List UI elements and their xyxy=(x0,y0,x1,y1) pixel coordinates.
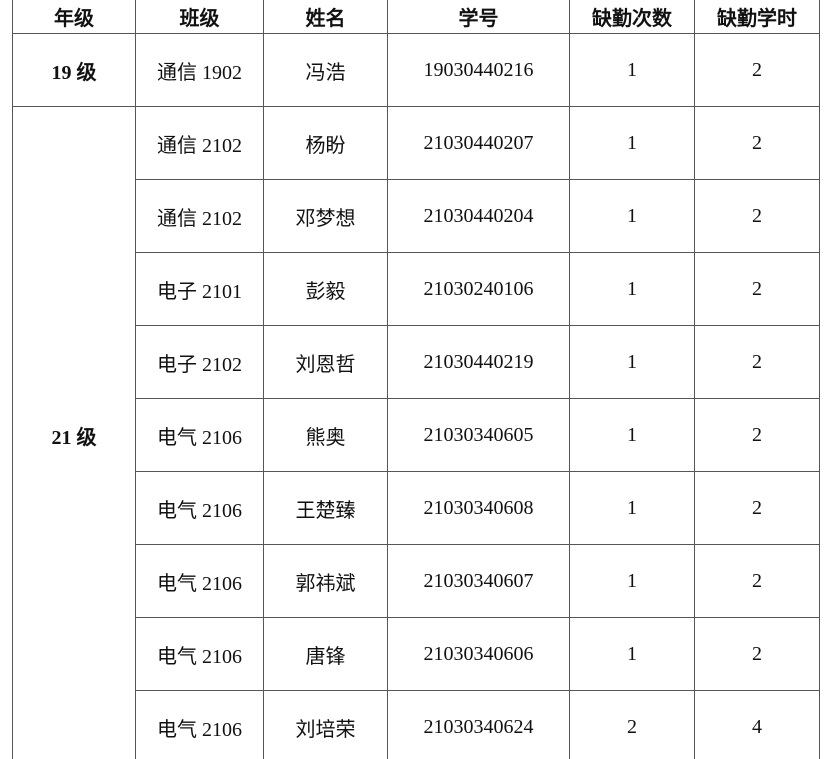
student-id-cell: 21030340624 xyxy=(387,690,570,759)
absence-table: 年级 班级 姓名 学号 缺勤次数 缺勤学时 19 级通信 1902 冯浩 19030… xyxy=(12,0,820,759)
table-row: 电气 2106 唐锋 21030340606 1 2 xyxy=(13,617,820,691)
header-absence-count: 缺勤次数 xyxy=(569,0,695,34)
student-id-cell: 21030340606 xyxy=(387,617,570,691)
absence-hours-cell: 2 xyxy=(694,106,820,180)
absence-count-cell: 1 xyxy=(569,252,695,326)
student-id-cell: 21030440204 xyxy=(387,179,570,253)
student-id-cell: 21030340608 xyxy=(387,471,570,545)
class-cell: 通信 2102 xyxy=(135,179,264,253)
absence-count-cell: 1 xyxy=(569,106,695,180)
class-cell: 电气 2106 xyxy=(135,617,264,691)
absence-count-cell: 1 xyxy=(569,325,695,399)
student-id-cell: 21030440207 xyxy=(387,106,570,180)
student-id-cell: 21030340605 xyxy=(387,398,570,472)
absence-hours-cell: 2 xyxy=(694,33,820,107)
name-cell: 刘恩哲 xyxy=(263,325,388,399)
absence-hours-cell: 4 xyxy=(694,690,820,759)
student-id-cell: 19030440216 xyxy=(387,33,570,107)
student-id-cell: 21030440219 xyxy=(387,325,570,399)
table-row: 电气 2106 王楚臻 21030340608 1 2 xyxy=(13,471,820,545)
absence-hours-cell: 2 xyxy=(694,471,820,545)
absence-hours-cell: 2 xyxy=(694,544,820,618)
absence-hours-cell: 2 xyxy=(694,398,820,472)
name-cell: 杨盼 xyxy=(263,106,388,180)
class-cell: 电气 2106 xyxy=(135,471,264,545)
class-cell: 通信 1902 xyxy=(135,33,264,107)
class-cell: 电气 2106 xyxy=(135,544,264,618)
absence-count-cell: 2 xyxy=(569,690,695,759)
student-id-cell: 21030240106 xyxy=(387,252,570,326)
class-cell: 电气 2106 xyxy=(135,398,264,472)
name-cell: 唐锋 xyxy=(263,617,388,691)
absence-count-cell: 1 xyxy=(569,33,695,107)
name-cell: 邓梦想 xyxy=(263,179,388,253)
header-name: 姓名 xyxy=(263,0,388,34)
table-row: 通信 2102 邓梦想 21030440204 1 2 xyxy=(13,179,820,253)
absence-count-cell: 1 xyxy=(569,617,695,691)
table-row: 19 级通信 1902 冯浩 19030440216 1 2 xyxy=(12,33,820,107)
class-cell: 电气 2106 xyxy=(135,690,264,759)
header-row: 年级 班级 姓名 学号 缺勤次数 缺勤学时 xyxy=(12,0,820,34)
header-student-id: 学号 xyxy=(387,0,570,34)
absence-hours-cell: 2 xyxy=(694,252,820,326)
header-class: 班级 xyxy=(135,0,264,34)
student-id-cell: 21030340607 xyxy=(387,544,570,618)
class-cell: 电子 2101 xyxy=(135,252,264,326)
grade-cell: 19 级 xyxy=(12,33,136,107)
name-cell: 王楚臻 xyxy=(263,471,388,545)
name-cell: 刘培荣 xyxy=(263,690,388,759)
absence-count-cell: 1 xyxy=(569,544,695,618)
name-cell: 郭祎斌 xyxy=(263,544,388,618)
table-row: 21 级通信 2102 杨盼 21030440207 1 2 xyxy=(12,106,820,759)
absence-hours-cell: 2 xyxy=(694,325,820,399)
absence-count-cell: 1 xyxy=(569,179,695,253)
header-absence-hours: 缺勤学时 xyxy=(694,0,820,34)
grade-cell: 21 级 xyxy=(12,106,136,759)
absence-hours-cell: 2 xyxy=(694,179,820,253)
table-row: 电气 2106 刘培荣 21030340624 2 4 xyxy=(13,690,820,759)
header-grade: 年级 xyxy=(12,0,136,34)
table-row: 电子 2102 刘恩哲 21030440219 1 2 xyxy=(13,325,820,399)
name-cell: 彭毅 xyxy=(263,252,388,326)
name-cell: 冯浩 xyxy=(263,33,388,107)
absence-count-cell: 1 xyxy=(569,398,695,472)
class-cell: 通信 2102 xyxy=(135,106,264,180)
absence-hours-cell: 2 xyxy=(694,617,820,691)
table-row: 电子 2101 彭毅 21030240106 1 2 xyxy=(13,252,820,326)
class-cell: 电子 2102 xyxy=(135,325,264,399)
name-cell: 熊奥 xyxy=(263,398,388,472)
absence-count-cell: 1 xyxy=(569,471,695,545)
